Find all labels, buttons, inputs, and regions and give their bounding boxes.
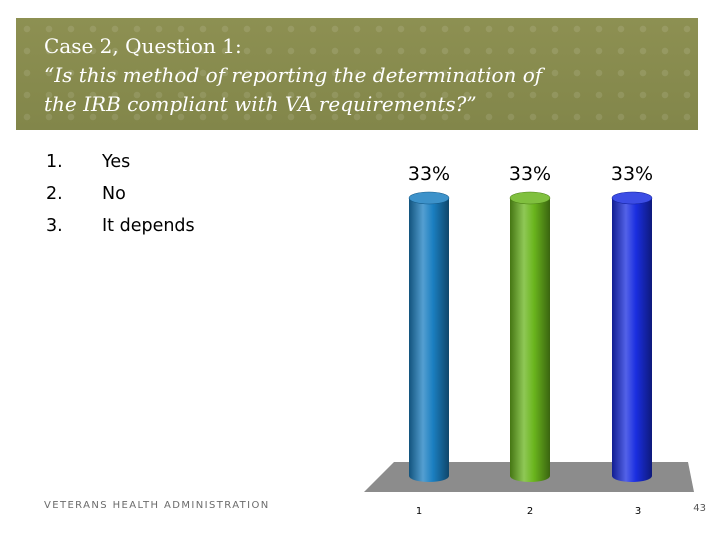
title-line-1: Case 2, Question 1: (44, 34, 242, 58)
answer-label: Yes (102, 152, 131, 172)
answer-label: No (102, 184, 126, 204)
data-label: 33% (509, 163, 551, 185)
footer-text: VETERANS HEALTH ADMINISTRATION (44, 500, 270, 511)
bar-top (611, 191, 653, 205)
title-line-2: “Is this method of reporting the determi… (44, 63, 543, 87)
title-line-3: the IRB compliant with VA requirements?” (44, 92, 477, 116)
slide-title: Case 2, Question 1: “Is this method of r… (44, 32, 674, 119)
answer-list: 1. Yes 2. No 3. It depends (46, 146, 195, 242)
answer-number: 3. (46, 216, 63, 236)
answer-number: 2. (46, 184, 63, 204)
bars-layer (408, 191, 653, 482)
answer-item: 2. No (46, 178, 195, 210)
bar-top (509, 191, 551, 205)
bar-body (409, 198, 449, 482)
data-label: 33% (611, 163, 653, 185)
answer-number: 1. (46, 152, 63, 172)
bar-3 (611, 191, 653, 482)
page-number: 43 (693, 503, 706, 514)
answer-item: 1. Yes (46, 146, 195, 178)
bar-1 (408, 191, 450, 482)
bar-2 (509, 191, 551, 482)
category-label: 3 (635, 506, 641, 517)
data-label: 33% (408, 163, 450, 185)
bar-top (408, 191, 450, 205)
title-banner: Case 2, Question 1: “Is this method of r… (16, 18, 698, 130)
answer-item: 3. It depends (46, 210, 195, 242)
answer-label: It depends (102, 216, 195, 236)
category-label: 2 (527, 506, 533, 517)
category-label: 1 (416, 506, 422, 517)
bar-body (612, 198, 652, 482)
labels-layer: 33% 1 33% 2 33% 3 (408, 163, 653, 517)
bar-body (510, 198, 550, 482)
